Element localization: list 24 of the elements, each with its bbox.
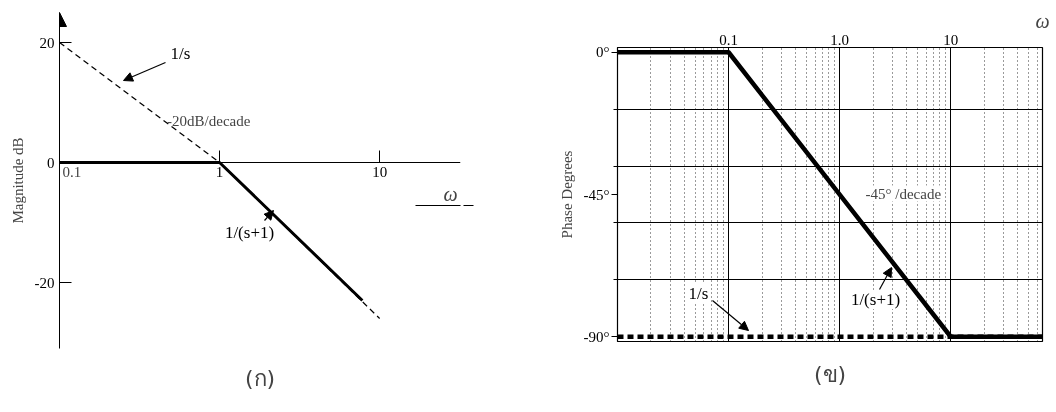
x-tick-label: 1 [215,163,224,180]
legend-label: 1/(s+1) [224,223,275,242]
x-tick-label: 0.1 [62,163,82,180]
text: (ก) [244,365,276,391]
series-label: 1/s [688,284,709,303]
y-tick-label: -45° [583,186,610,203]
annotation: -20dB/decade [167,112,251,129]
x-axis-title: ω [443,182,458,205]
annotation: -45° /decade [865,185,942,202]
x-axis-title: ω [1035,9,1050,32]
y-tick-label: 0° [596,44,610,61]
y-tick-label: -20 [34,274,55,291]
y-tick-label: 0 [47,154,55,171]
y-tick-label: -90° [583,328,610,345]
x-tick-label: 10 [372,163,388,180]
text: 1/s [170,44,191,63]
x-tick-label: 1.0 [830,31,850,48]
y-axis-title: Magnitude dB [9,137,26,224]
x-tick-label: 0.1 [719,31,738,48]
legend-label: 1/(s+1) [850,290,901,309]
y-tick-label: 20 [39,34,55,51]
x-tick-label: 10 [943,31,959,48]
y-axis-title: Phase Degrees [558,150,575,239]
text: (ข) [813,362,847,387]
